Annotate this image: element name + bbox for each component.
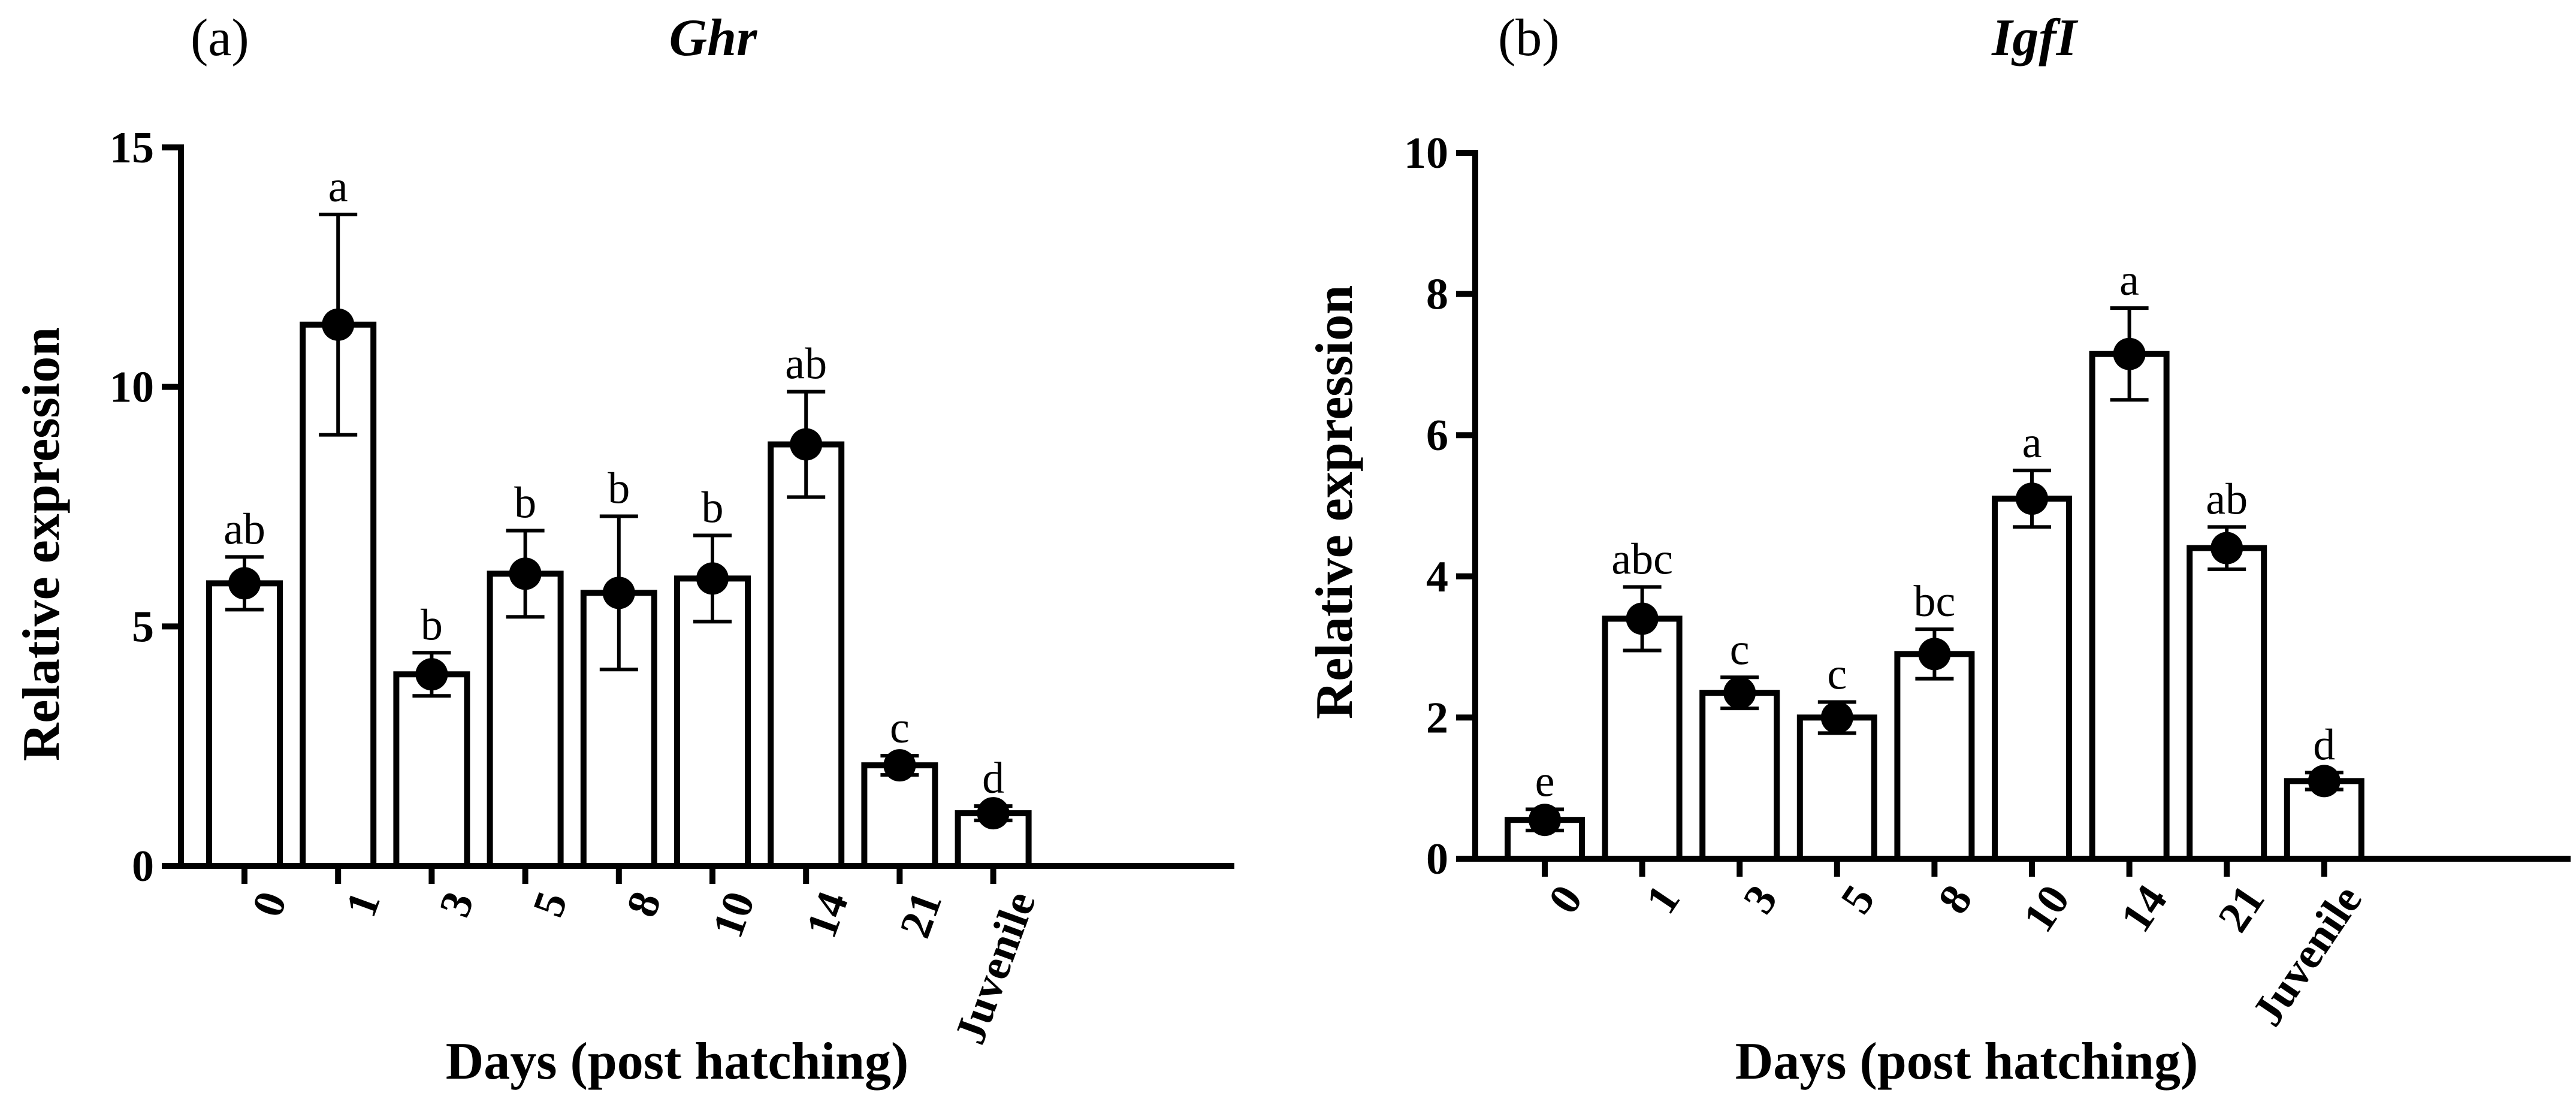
chart-title: Ghr (669, 9, 757, 67)
significance-letter: c (1730, 625, 1750, 674)
data-point (228, 567, 261, 600)
bar (2089, 351, 2170, 862)
y-tick-label: 6 (1426, 411, 1448, 460)
significance-letter: abc (1611, 535, 1673, 584)
significance-letter: ab (224, 505, 265, 554)
data-point (1820, 701, 1853, 734)
data-point (1723, 677, 1756, 710)
bar (1992, 496, 2072, 862)
y-tick-label: 2 (1426, 693, 1448, 742)
y-tick-label: 8 (1426, 270, 1448, 319)
bar (393, 671, 470, 870)
y-tick-label: 10 (110, 363, 154, 412)
bar (768, 441, 845, 869)
significance-letter: b (421, 600, 443, 650)
chart-title: IgfI (1991, 9, 2079, 67)
data-point (1918, 638, 1951, 671)
x-tick-label: 3 (1734, 877, 1787, 923)
data-point (2113, 337, 2146, 370)
data-point (1626, 602, 1659, 635)
data-point (322, 308, 355, 341)
significance-letter: c (1827, 650, 1847, 699)
panel-a: (a) Ghr Days (post hatching) Relative ex… (13, 9, 1234, 1091)
x-tick-label: 14 (797, 886, 858, 944)
significance-letter: d (2313, 720, 2335, 769)
x-tick-label: 21 (890, 886, 952, 944)
data-point (509, 557, 542, 590)
bar (2187, 545, 2267, 862)
x-tick-label: 0 (243, 886, 297, 923)
significance-letter: c (890, 704, 910, 753)
x-tick-label: 10 (703, 886, 764, 944)
significance-letter: ab (785, 340, 827, 389)
y-tick-label: 10 (1404, 129, 1448, 178)
significance-letter: a (2119, 256, 2139, 305)
significance-letter: d (982, 754, 1004, 803)
x-tick-label: 10 (2014, 877, 2079, 941)
y-tick-label: 5 (132, 602, 154, 651)
bar (1894, 651, 1975, 862)
panel-b: (b) IgfI Days (post hatching) Relative e… (1306, 9, 2571, 1091)
data-point (415, 658, 448, 691)
significance-letter: a (2022, 418, 2042, 467)
panel-label: (a) (191, 9, 249, 67)
x-tick-label: 1 (336, 886, 390, 923)
y-axis-label: Relative expression (13, 327, 71, 761)
data-point (790, 428, 823, 461)
x-tick-label: 5 (524, 886, 578, 923)
data-point (883, 749, 916, 782)
x-tick-label: Juvenile (945, 886, 1045, 1050)
bar (1796, 714, 1877, 862)
x-tick-label: 3 (430, 886, 484, 923)
y-tick-label: 15 (110, 123, 154, 173)
data-point (2210, 532, 2243, 564)
significance-letter: b (608, 464, 630, 513)
bar (1699, 690, 1780, 862)
significance-letter: bc (1913, 577, 1955, 626)
plot-area: 0 5 10 15 ab 0 a 1 b 3 b 5 b 8 b 10 ab 14 c 21 d Juvenile (110, 123, 1234, 1050)
data-point (977, 797, 1010, 830)
data-point (602, 576, 635, 609)
significance-letter: e (1535, 757, 1555, 807)
data-point (2016, 482, 2048, 515)
significance-letter: b (702, 483, 724, 532)
significance-letter: ab (2206, 475, 2248, 524)
data-point (1529, 804, 1561, 837)
data-point (2308, 765, 2341, 798)
x-tick-label: 21 (2209, 877, 2274, 941)
bar (674, 575, 751, 870)
x-tick-label: 14 (2111, 877, 2176, 941)
x-tick-label: 8 (1929, 877, 1982, 923)
y-tick-label: 0 (1426, 835, 1448, 884)
y-axis-label: Relative expression (1306, 285, 1364, 719)
x-tick-label: 5 (1831, 877, 1885, 923)
x-axis-label: Days (post hatching) (446, 1032, 909, 1091)
x-tick-label: 8 (617, 886, 671, 923)
significance-letter: a (328, 162, 348, 212)
x-tick-label: 1 (1636, 877, 1690, 923)
panel-label: (b) (1498, 9, 1560, 67)
significance-letter: b (514, 478, 536, 527)
x-axis-label: Days (post hatching) (1735, 1032, 2198, 1091)
y-tick-label: 4 (1426, 553, 1448, 602)
bar (1602, 615, 1683, 862)
x-tick-label: 0 (1539, 877, 1593, 923)
y-tick-label: 0 (132, 842, 154, 891)
bar (206, 580, 283, 869)
data-point (696, 562, 729, 595)
